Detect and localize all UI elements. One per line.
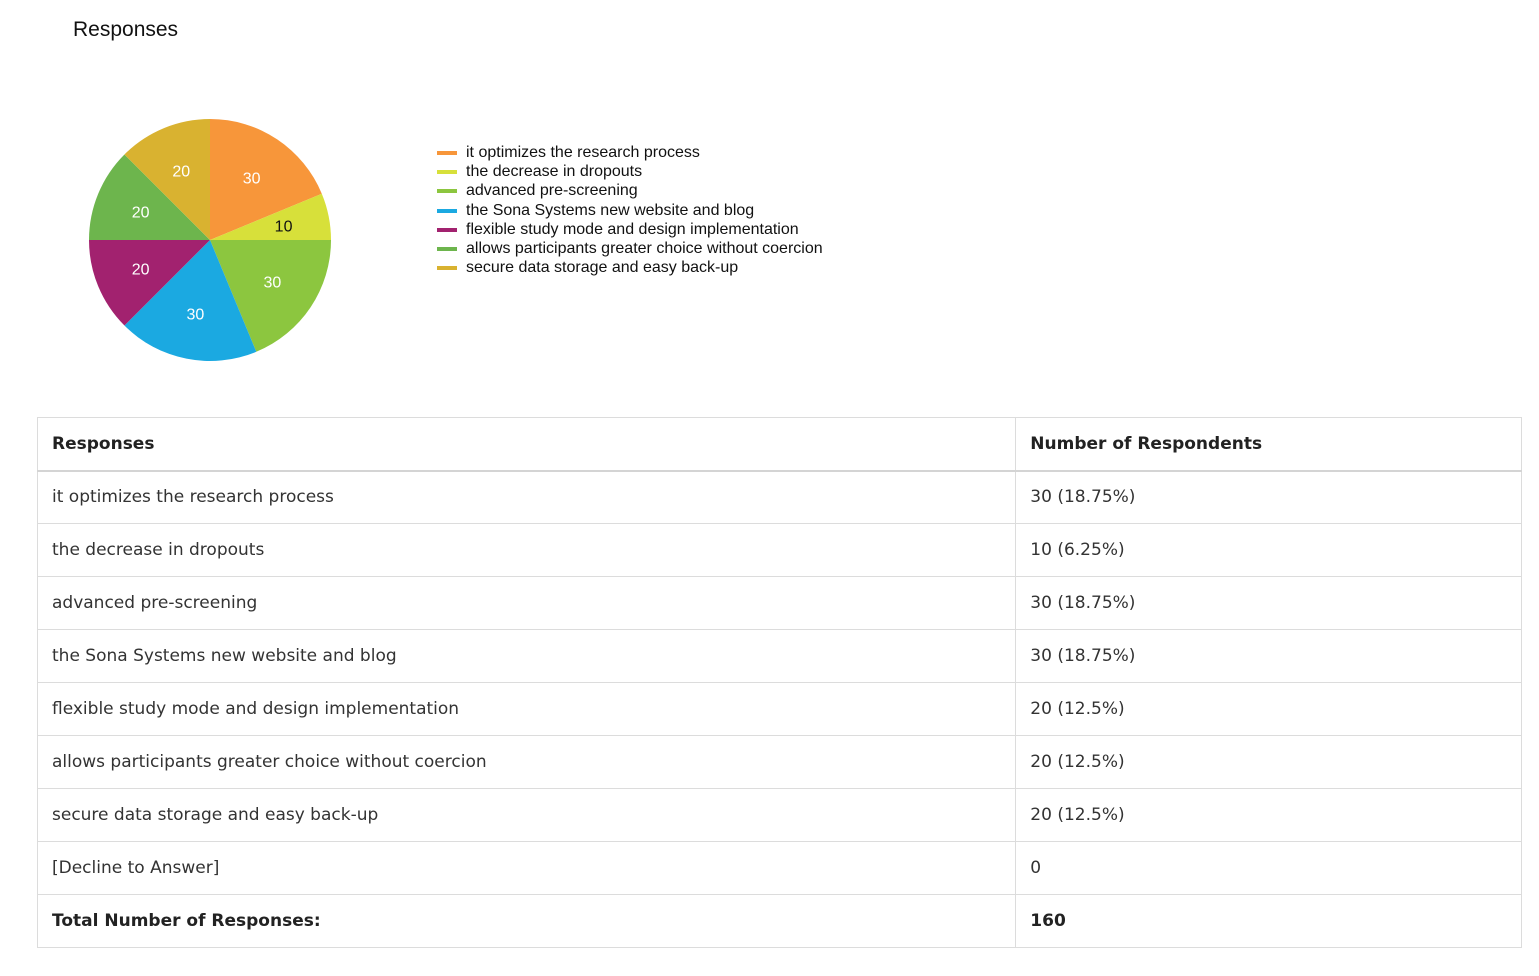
- chart-legend: it optimizes the research process the dec…: [437, 143, 823, 278]
- respondents-cell: 20 (12.5%): [1015, 788, 1522, 842]
- pie-slice: [210, 119, 322, 240]
- total-row: Total Number of Responses: 160: [36, 894, 1522, 948]
- respondents-cell: 10 (6.25%): [1015, 523, 1522, 577]
- legend-swatch: [437, 169, 457, 174]
- legend-swatch: [437, 150, 457, 155]
- pie-slice-label: 20: [172, 164, 190, 181]
- pie-slice: [89, 240, 210, 326]
- pie-slice-label: 10: [275, 218, 293, 235]
- respondents-cell: 20 (12.5%): [1015, 735, 1522, 789]
- response-cell: [Decline to Answer]: [36, 841, 1017, 895]
- legend-item: flexible study mode and design implement…: [437, 220, 823, 239]
- table-row: [Decline to Answer] 0: [36, 841, 1522, 895]
- response-cell: advanced pre-screening: [36, 576, 1017, 630]
- response-cell: secure data storage and easy back-up: [36, 788, 1017, 842]
- total-label: Total Number of Responses:: [36, 894, 1017, 948]
- responses-table: Responses Number of Respondents it optim…: [36, 417, 1522, 948]
- table-row: the decrease in dropouts 10 (6.25%): [36, 523, 1522, 577]
- table-row: the Sona Systems new website and blog 30…: [36, 629, 1522, 683]
- pie-slice-label: 20: [132, 204, 150, 221]
- legend-label: advanced pre-screening: [466, 182, 638, 200]
- legend-item: allows participants greater choice witho…: [437, 239, 823, 258]
- table-row: flexible study mode and design implement…: [36, 682, 1522, 736]
- legend-swatch: [437, 208, 457, 213]
- respondents-cell: 30 (18.75%): [1015, 629, 1522, 683]
- legend-label: the decrease in dropouts: [466, 162, 643, 180]
- table-row: it optimizes the research process 30 (18…: [36, 470, 1522, 524]
- legend-item: it optimizes the research process: [437, 143, 823, 162]
- legend-label: flexible study mode and design implement…: [466, 220, 799, 238]
- pie-slice: [89, 154, 210, 240]
- response-cell: allows participants greater choice witho…: [36, 735, 1017, 789]
- response-cell: the decrease in dropouts: [36, 523, 1017, 577]
- pie-slice: [124, 240, 257, 361]
- legend-label: the Sona Systems new website and blog: [466, 201, 755, 219]
- legend-item: advanced pre-screening: [437, 182, 823, 201]
- respondents-cell: 20 (12.5%): [1015, 682, 1522, 736]
- legend-item: secure data storage and easy back-up: [437, 259, 823, 278]
- header-number-of-respondents: Number of Respondents: [1015, 417, 1522, 472]
- legend-item: the decrease in dropouts: [437, 162, 823, 181]
- table-row: allows participants greater choice witho…: [36, 735, 1522, 789]
- pie-slice-label: 30: [186, 307, 204, 324]
- legend-label: allows participants greater choice witho…: [466, 240, 823, 258]
- table-header-row: Responses Number of Respondents: [36, 417, 1522, 472]
- legend-label: it optimizes the research process: [466, 143, 700, 161]
- table-row: secure data storage and easy back-up 20 …: [36, 788, 1522, 842]
- legend-swatch: [437, 227, 457, 232]
- table-row: advanced pre-screening 30 (18.75%): [36, 576, 1522, 630]
- legend-item: the Sona Systems new website and blog: [437, 201, 823, 220]
- legend-swatch: [437, 189, 457, 194]
- pie-slice-label: 20: [132, 262, 150, 279]
- pie-slice: [210, 240, 331, 352]
- page-title: Responses: [73, 18, 179, 41]
- pie-chart: 30 10 30 30 20 20 20: [89, 119, 331, 361]
- legend-label: secure data storage and easy back-up: [466, 259, 739, 277]
- legend-swatch: [437, 247, 457, 252]
- response-cell: flexible study mode and design implement…: [36, 682, 1017, 736]
- response-cell: it optimizes the research process: [36, 470, 1017, 524]
- respondents-cell: 30 (18.75%): [1015, 470, 1522, 524]
- pie-slice-label: 30: [263, 275, 281, 292]
- respondents-cell: 0: [1015, 841, 1522, 895]
- total-value: 160: [1015, 894, 1522, 948]
- legend-swatch: [437, 266, 457, 271]
- pie-slice: [210, 193, 331, 240]
- pie-slice: [124, 119, 210, 240]
- respondents-cell: 30 (18.75%): [1015, 576, 1522, 630]
- pie-slice-label: 30: [243, 171, 261, 188]
- response-cell: the Sona Systems new website and blog: [36, 629, 1017, 683]
- header-responses: Responses: [36, 417, 1017, 472]
